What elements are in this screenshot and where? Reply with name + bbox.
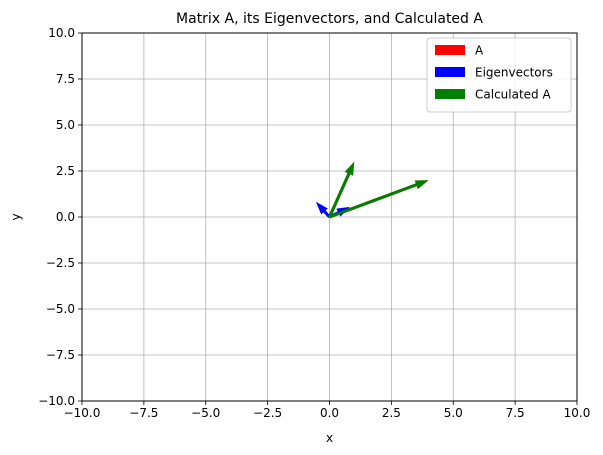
legend-label: Calculated A xyxy=(475,88,551,102)
y-tick-label: 2.5 xyxy=(56,164,75,178)
y-axis-label: y xyxy=(9,213,23,220)
legend-swatch xyxy=(435,89,465,99)
legend-swatch xyxy=(435,45,465,55)
vector-arrow-calculated-a xyxy=(328,180,429,219)
y-tick-label: −2.5 xyxy=(46,256,75,270)
y-tick-label: 7.5 xyxy=(56,72,75,86)
vector-field xyxy=(315,161,429,219)
x-tick-label: 0.0 xyxy=(320,406,339,420)
y-tick-label: 0.0 xyxy=(56,210,75,224)
legend: A Eigenvectors Calculated A xyxy=(426,37,572,113)
vector-arrow-eigenvectors xyxy=(315,201,331,218)
x-tick-label: 2.5 xyxy=(382,406,401,420)
x-tick-label: 10.0 xyxy=(564,406,591,420)
x-tick-label: −7.5 xyxy=(129,406,158,420)
y-tick-label: −10.0 xyxy=(38,394,75,408)
legend-label: Eigenvectors xyxy=(475,66,553,80)
chart-title: Matrix A, its Eigenvectors, and Calculat… xyxy=(176,11,483,27)
y-tick-label: 10.0 xyxy=(48,26,75,40)
x-tick-label: −10.0 xyxy=(64,406,101,420)
x-tick-label: 7.5 xyxy=(506,406,525,420)
x-tick-label: −2.5 xyxy=(253,406,282,420)
legend-swatch xyxy=(435,67,465,77)
vector-arrow-calculated-a xyxy=(328,161,355,218)
y-tick-label: −7.5 xyxy=(46,348,75,362)
x-tick-label: 5.0 xyxy=(444,406,463,420)
ticks: −10.0 −7.5 −5.0 −2.5 0.0 2.5 5.0 7.5 10.0 −10.0 −7… xyxy=(38,26,590,420)
x-axis-label: x xyxy=(326,431,333,445)
x-tick-label: −5.0 xyxy=(191,406,220,420)
legend-label: A xyxy=(475,44,484,58)
y-tick-label: −5.0 xyxy=(46,302,75,316)
y-tick-label: 5.0 xyxy=(56,118,75,132)
